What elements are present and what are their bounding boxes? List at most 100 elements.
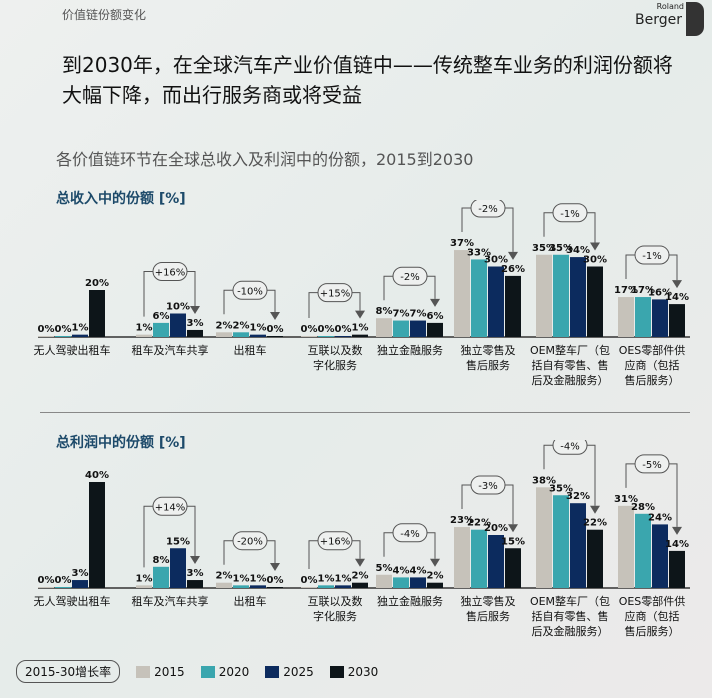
bar-2020: [233, 332, 249, 337]
category-label: 租车及汽车共享: [132, 594, 209, 608]
value-label: 35%: [549, 483, 573, 494]
value-label: 1%: [250, 323, 267, 334]
growth-pill: [634, 454, 670, 474]
logo-b-mark-icon: [686, 2, 704, 36]
growth-pill: [232, 531, 268, 551]
legend: 2015-30增长率 2015 2020 2025 2030: [16, 660, 378, 683]
category-label: 独立金融服务: [377, 343, 443, 357]
bar-2025: [652, 524, 668, 588]
value-label: 20%: [484, 523, 508, 534]
value-label: 1%: [352, 323, 369, 334]
bar-2030: [587, 266, 603, 337]
value-label: 0%: [335, 324, 352, 335]
growth-pill: [470, 475, 506, 495]
value-label: 5%: [376, 563, 393, 574]
value-label: 38%: [532, 475, 556, 486]
roland-berger-logo: Roland Berger: [614, 2, 704, 42]
bar-2030: [505, 275, 521, 337]
category-label: 独立金融服务: [377, 594, 443, 608]
value-label: 30%: [583, 255, 607, 266]
value-label: 7%: [393, 309, 410, 320]
growth-pill: [317, 531, 353, 551]
legend-item-2015: 2015: [128, 665, 185, 679]
bar-2025: [410, 577, 426, 588]
bar-2030: [187, 329, 203, 337]
growth-rate-label: -4%: [400, 529, 419, 540]
bar-2030: [267, 587, 283, 588]
bar-2030: [267, 336, 283, 337]
value-label: 1%: [72, 323, 89, 334]
growth-rate-label: -10%: [237, 286, 263, 297]
bar-2015: [376, 574, 392, 588]
growth-pill: [552, 203, 588, 223]
bar-2030: [352, 334, 368, 337]
bar-2025: [410, 320, 426, 337]
bar-2015: [376, 318, 392, 337]
bar-2025: [652, 299, 668, 337]
value-label: 0%: [318, 324, 335, 335]
growth-rate-label: +14%: [155, 502, 186, 513]
bar-2015: [618, 297, 634, 337]
bar-2025: [170, 313, 186, 337]
growth-pill: [392, 266, 428, 286]
bar-2015: [454, 250, 470, 337]
value-label: 4%: [410, 565, 427, 576]
bar-2030: [669, 304, 685, 337]
growth-pill: [634, 245, 670, 265]
bar-2030: [427, 322, 443, 337]
growth-pill: [552, 440, 588, 455]
growth-rate-label: -1%: [642, 251, 661, 262]
bar-2020: [55, 587, 71, 588]
bar-2015: [536, 254, 552, 337]
category-label: 互联以及数字化服务: [308, 344, 363, 372]
value-label: 3%: [187, 568, 204, 579]
arrow-down-icon: [672, 526, 682, 535]
value-label: 14%: [665, 292, 689, 303]
bar-2020: [471, 259, 487, 337]
value-label: 1%: [136, 573, 153, 584]
growth-pill: [152, 496, 188, 516]
value-label: 31%: [614, 494, 638, 505]
arrow-down-icon: [190, 556, 200, 565]
value-label: 17%: [631, 285, 655, 296]
value-label: 24%: [648, 512, 672, 523]
value-label: 15%: [166, 536, 190, 547]
growth-pill: [232, 280, 268, 300]
bar-2030: [89, 482, 105, 588]
value-label: 2%: [427, 571, 444, 582]
bar-2025: [570, 257, 586, 337]
value-label: 32%: [566, 491, 590, 502]
page-title: 到2030年，在全球汽车产业价值链中——传统整车业务的利润份额将大幅下降，而出行…: [62, 53, 673, 107]
value-label: 20%: [85, 278, 109, 289]
value-label: 3%: [72, 568, 89, 579]
bar-2015: [618, 505, 634, 588]
value-label: 22%: [467, 518, 491, 529]
value-label: 26%: [501, 264, 525, 275]
value-label: 0%: [38, 575, 55, 586]
bar-2020: [553, 495, 569, 588]
bar-2025: [170, 548, 186, 588]
category-label: OEM整车厂（包括自有零售、售后及金融服务）: [530, 343, 610, 387]
value-label: 34%: [566, 245, 590, 256]
bar-2015: [38, 336, 54, 337]
bar-2015: [454, 527, 470, 588]
bar-2020: [471, 529, 487, 588]
legend-growth-rate: 2015-30增长率: [16, 660, 121, 683]
value-label: 0%: [301, 324, 318, 335]
value-label: 0%: [301, 575, 318, 586]
revenue-chart-title: 总收入中的份额 [%]: [56, 191, 186, 207]
value-label: 35%: [549, 243, 573, 254]
bar-2015: [216, 582, 232, 588]
bar-2025: [335, 585, 351, 588]
value-label: 33%: [467, 247, 491, 258]
category-label: 出租车: [234, 343, 267, 357]
legend-item-2020: 2020: [193, 665, 249, 679]
value-label: 3%: [187, 318, 204, 329]
bar-2030: [669, 550, 685, 588]
bar-2025: [72, 580, 88, 588]
growth-rate-label: -5%: [642, 460, 661, 471]
value-label: 0%: [38, 324, 55, 335]
bar-2025: [250, 585, 266, 588]
value-label: 28%: [631, 502, 655, 513]
